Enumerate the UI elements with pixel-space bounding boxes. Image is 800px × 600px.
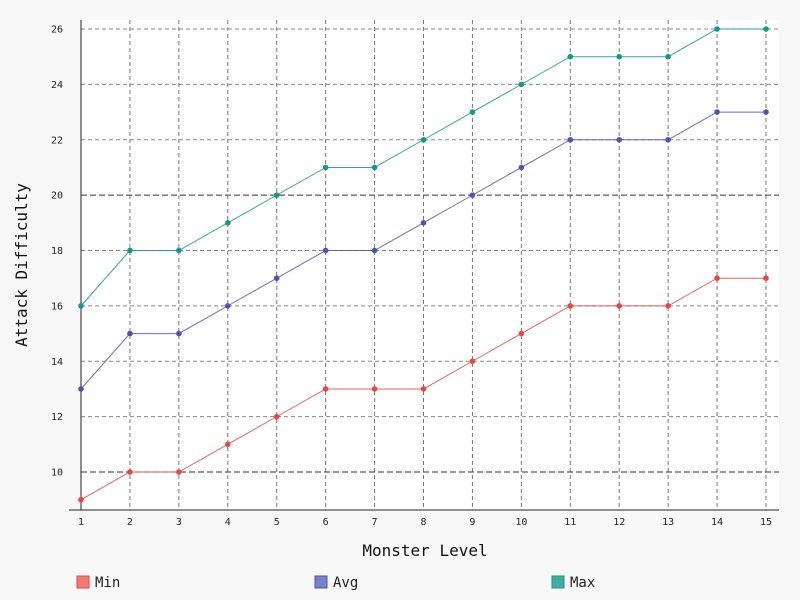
legend-item-avg: Avg xyxy=(314,575,358,591)
x-tick-label: 15 xyxy=(760,517,772,528)
x-tick-label: 11 xyxy=(564,517,576,528)
data-point-max xyxy=(518,81,525,88)
data-point-max xyxy=(665,53,671,60)
plot-area xyxy=(81,20,779,510)
data-point-max xyxy=(176,247,182,254)
y-tick-label: 12 xyxy=(51,412,63,423)
x-tick-label: 3 xyxy=(176,517,182,528)
data-point-min xyxy=(127,469,133,475)
data-point-max xyxy=(567,53,574,60)
data-point-avg xyxy=(322,247,329,254)
y-axis-title: Attack Difficulty xyxy=(12,183,31,347)
data-point-avg xyxy=(714,109,720,115)
data-point-min xyxy=(322,386,329,392)
legend-label-max: Max xyxy=(570,575,595,591)
data-point-avg xyxy=(469,192,476,198)
legend-swatch-max xyxy=(551,575,565,589)
data-point-min xyxy=(176,469,182,475)
y-tick-label: 10 xyxy=(51,468,63,479)
data-point-max xyxy=(371,164,378,171)
data-point-min xyxy=(714,275,720,281)
legend: Min Avg Max xyxy=(76,575,595,591)
x-tick-label: 6 xyxy=(323,517,329,528)
y-tick-label: 18 xyxy=(51,246,63,257)
x-tick-label: 12 xyxy=(613,517,625,528)
x-tick-label: 7 xyxy=(372,517,378,528)
data-point-min xyxy=(371,386,378,392)
data-point-min xyxy=(420,386,427,392)
x-tick-label: 4 xyxy=(225,517,231,528)
data-point-max xyxy=(616,53,623,60)
data-point-min xyxy=(567,303,574,309)
axes xyxy=(69,20,779,511)
data-point-max xyxy=(127,247,133,254)
data-point-max xyxy=(714,26,720,32)
data-point-max xyxy=(78,303,84,309)
data-point-avg xyxy=(224,303,231,309)
data-point-min xyxy=(518,330,525,337)
y-tick-label: 20 xyxy=(51,191,63,202)
legend-swatch-min xyxy=(76,575,90,589)
data-point-avg xyxy=(176,330,182,337)
x-tick-label: 13 xyxy=(662,517,674,528)
data-point-avg xyxy=(127,330,133,337)
x-tick-label: 1 xyxy=(78,517,84,528)
y-tick-label: 22 xyxy=(51,135,63,146)
y-tick-label: 14 xyxy=(51,357,63,368)
data-point-max xyxy=(469,109,476,115)
data-point-min xyxy=(224,441,231,448)
data-point-min xyxy=(763,275,769,281)
x-axis-title: Monster Level xyxy=(362,541,487,560)
data-point-min xyxy=(273,413,280,420)
data-point-avg xyxy=(273,275,280,281)
series-points xyxy=(78,26,769,503)
data-point-max xyxy=(763,26,769,32)
x-tick-label: 2 xyxy=(127,517,133,528)
x-tick-label: 5 xyxy=(274,517,280,528)
y-tick-label: 16 xyxy=(51,301,63,312)
data-point-avg xyxy=(371,247,378,254)
legend-label-avg: Avg xyxy=(333,575,358,591)
y-tick-label: 26 xyxy=(51,25,63,36)
x-tick-label: 14 xyxy=(711,517,723,528)
data-point-min xyxy=(665,303,671,309)
data-point-min xyxy=(78,496,84,503)
data-point-avg xyxy=(78,386,84,392)
legend-label-min: Min xyxy=(95,575,120,591)
data-point-avg xyxy=(616,136,623,143)
legend-swatch-avg xyxy=(314,575,328,589)
data-point-min xyxy=(616,303,623,309)
x-tick-label: 10 xyxy=(515,517,527,528)
data-point-max xyxy=(322,164,329,171)
legend-item-min: Min xyxy=(76,575,120,591)
data-point-max xyxy=(224,220,231,226)
legend-item-max: Max xyxy=(551,575,595,591)
y-tick-label: 24 xyxy=(51,80,63,91)
x-tick-label: 8 xyxy=(420,517,426,528)
data-point-avg xyxy=(567,136,574,143)
data-point-avg xyxy=(518,164,525,171)
data-point-max xyxy=(420,136,427,143)
data-point-avg xyxy=(763,109,769,115)
data-point-min xyxy=(469,358,476,365)
x-tick-label: 9 xyxy=(469,517,475,528)
data-point-avg xyxy=(665,136,671,143)
data-point-max xyxy=(273,192,280,198)
data-point-avg xyxy=(420,220,427,226)
